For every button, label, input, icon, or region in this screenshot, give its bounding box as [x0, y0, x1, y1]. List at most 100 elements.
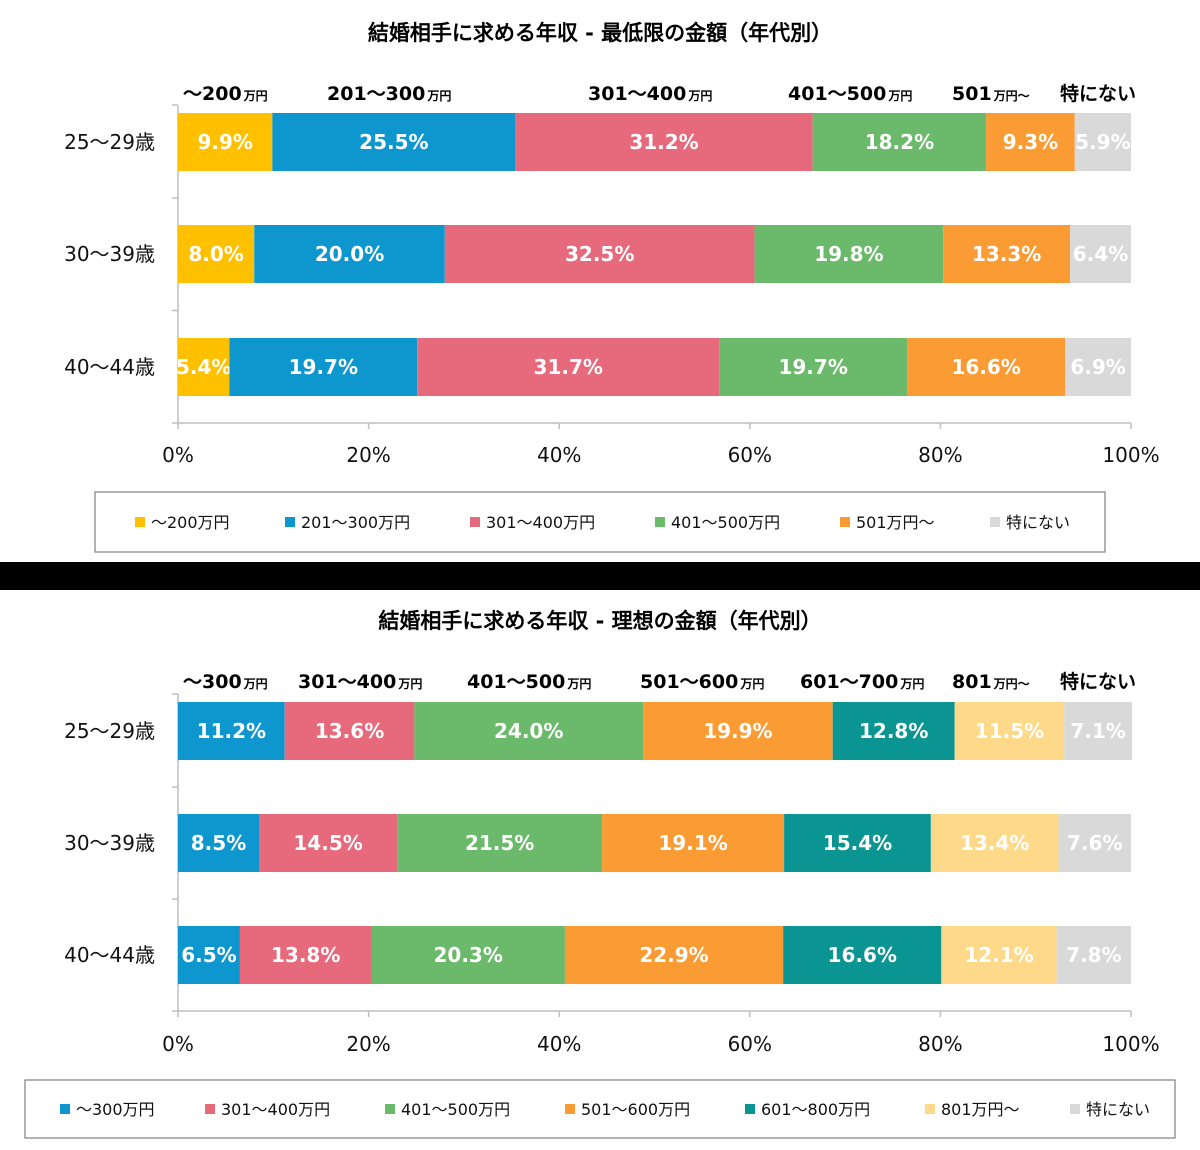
data-label: 6.5% [181, 943, 236, 967]
legend-swatch [135, 517, 145, 527]
header-unit: 万円 [739, 677, 764, 691]
header-label: 301〜400 万円 [588, 83, 712, 105]
bar-segment [259, 814, 398, 872]
header-unit: 万円 [887, 89, 912, 103]
bar-segment [178, 926, 240, 984]
bar-segment [178, 814, 260, 872]
header-label: 301〜400 万円 [298, 671, 422, 693]
legend-label: 特にない [1086, 1100, 1150, 1119]
legend-swatch [1070, 1104, 1080, 1114]
legend-label: 〜300万円 [76, 1100, 155, 1119]
x-tick-label: 40% [537, 443, 581, 467]
header-label: 特にない [1060, 671, 1136, 693]
bar-segment [1074, 113, 1131, 171]
data-label: 31.7% [534, 355, 603, 379]
bar-segment [254, 225, 445, 283]
header-unit: 万円〜 [993, 89, 1030, 103]
row-label: 25〜29歳 [64, 130, 155, 154]
data-label: 8.5% [191, 831, 246, 855]
legend-swatch [925, 1104, 935, 1114]
bar-segment [943, 225, 1071, 283]
bar-segment [272, 113, 516, 171]
header-unit: 万円 [426, 89, 451, 103]
bar-segment [986, 113, 1075, 171]
data-label: 7.6% [1067, 831, 1122, 855]
header-label: 801 万円〜 [952, 671, 1030, 693]
header-label: 〜200 万円 [183, 83, 268, 105]
legend-swatch [205, 1104, 215, 1114]
bar-segment [1058, 814, 1131, 872]
data-label: 31.2% [629, 130, 698, 154]
header-unit: 万円 [243, 89, 268, 103]
minimum-income-chart-panel: 結婚相手に求める年収 - 最低限の金額（年代別） 〜200 万円 201〜300 万円 3… [0, 0, 1200, 562]
header-label: 特にない [1060, 83, 1136, 105]
data-label: 13.3% [972, 242, 1041, 266]
data-label: 12.1% [964, 943, 1033, 967]
bar-segment [178, 113, 273, 171]
x-tick-label: 20% [346, 1032, 390, 1056]
bar-segment [1070, 225, 1131, 283]
minimum-income-chart: 結婚相手に求める年収 - 最低限の金額（年代別） 〜200 万円 201〜300 万円 3… [64, 21, 1160, 553]
bar-segment [954, 702, 1065, 760]
legend-label: 301〜400万円 [221, 1100, 330, 1119]
legend-box [24, 1079, 1176, 1139]
bar-segment [397, 814, 603, 872]
legend-box [94, 491, 1106, 553]
data-label: 13.6% [315, 719, 384, 743]
bar-segment [832, 702, 955, 760]
bar-segment [178, 338, 230, 396]
legend-label: 301〜400万円 [486, 513, 595, 532]
header-label: 501 万円〜 [952, 83, 1030, 105]
bar-segment [284, 702, 415, 760]
row-label: 25〜29歳 [64, 719, 155, 743]
x-tick-label: 60% [728, 1032, 772, 1056]
legend-swatch [745, 1104, 755, 1114]
bar-segment [1056, 926, 1131, 984]
data-label: 5.9% [1075, 130, 1130, 154]
data-label: 5.4% [176, 355, 231, 379]
data-label: 19.7% [778, 355, 847, 379]
bar-segment [371, 926, 565, 984]
data-label: 15.4% [823, 831, 892, 855]
legend-swatch [385, 1104, 395, 1114]
x-tick-label: 100% [1102, 443, 1159, 467]
ideal-income-chart: 結婚相手に求める年収 - 理想の金額（年代別） 〜300 万円 301〜400 万円 40… [24, 609, 1176, 1139]
legend-swatch [60, 1104, 70, 1114]
data-label: 18.2% [865, 130, 934, 154]
bar-segment [719, 338, 908, 396]
legend-swatch [840, 517, 850, 527]
row-label: 30〜39歳 [64, 831, 155, 855]
data-label: 9.9% [197, 130, 252, 154]
bar-segment [229, 338, 418, 396]
data-label: 20.0% [315, 242, 384, 266]
header-label: 501〜600 万円 [640, 671, 764, 693]
legend-label: 401〜500万円 [671, 513, 780, 532]
bar-segment [907, 338, 1066, 396]
header-unit: 万円 [243, 677, 268, 691]
legend-swatch [285, 517, 295, 527]
bar-segment [417, 338, 720, 396]
legend-swatch [565, 1104, 575, 1114]
legend-label: 201〜300万円 [301, 513, 410, 532]
x-tick-label: 0% [162, 1032, 194, 1056]
data-label: 11.2% [197, 719, 266, 743]
x-tick-label: 80% [918, 443, 962, 467]
x-tick-label: 20% [346, 443, 390, 467]
header-unit: 万円 [566, 677, 591, 691]
data-label: 11.5% [975, 719, 1044, 743]
x-tick-label: 100% [1102, 1032, 1159, 1056]
data-label: 13.8% [271, 943, 340, 967]
chart-title: 結婚相手に求める年収 - 理想の金額（年代別） [378, 609, 821, 633]
row-label: 40〜44歳 [64, 355, 155, 379]
data-label: 6.9% [1070, 355, 1125, 379]
header-unit: 万円〜 [993, 677, 1030, 691]
data-label: 25.5% [359, 130, 428, 154]
data-label: 16.6% [828, 943, 897, 967]
data-label: 32.5% [565, 242, 634, 266]
data-label: 16.6% [951, 355, 1020, 379]
ideal-income-chart-panel: 結婚相手に求める年収 - 理想の金額（年代別） 〜300 万円 301〜400 万円 40… [0, 590, 1200, 1150]
bar-segment [784, 814, 931, 872]
data-label: 19.8% [814, 242, 883, 266]
bar-segment [239, 926, 372, 984]
legend-label: 601〜800万円 [761, 1100, 870, 1119]
